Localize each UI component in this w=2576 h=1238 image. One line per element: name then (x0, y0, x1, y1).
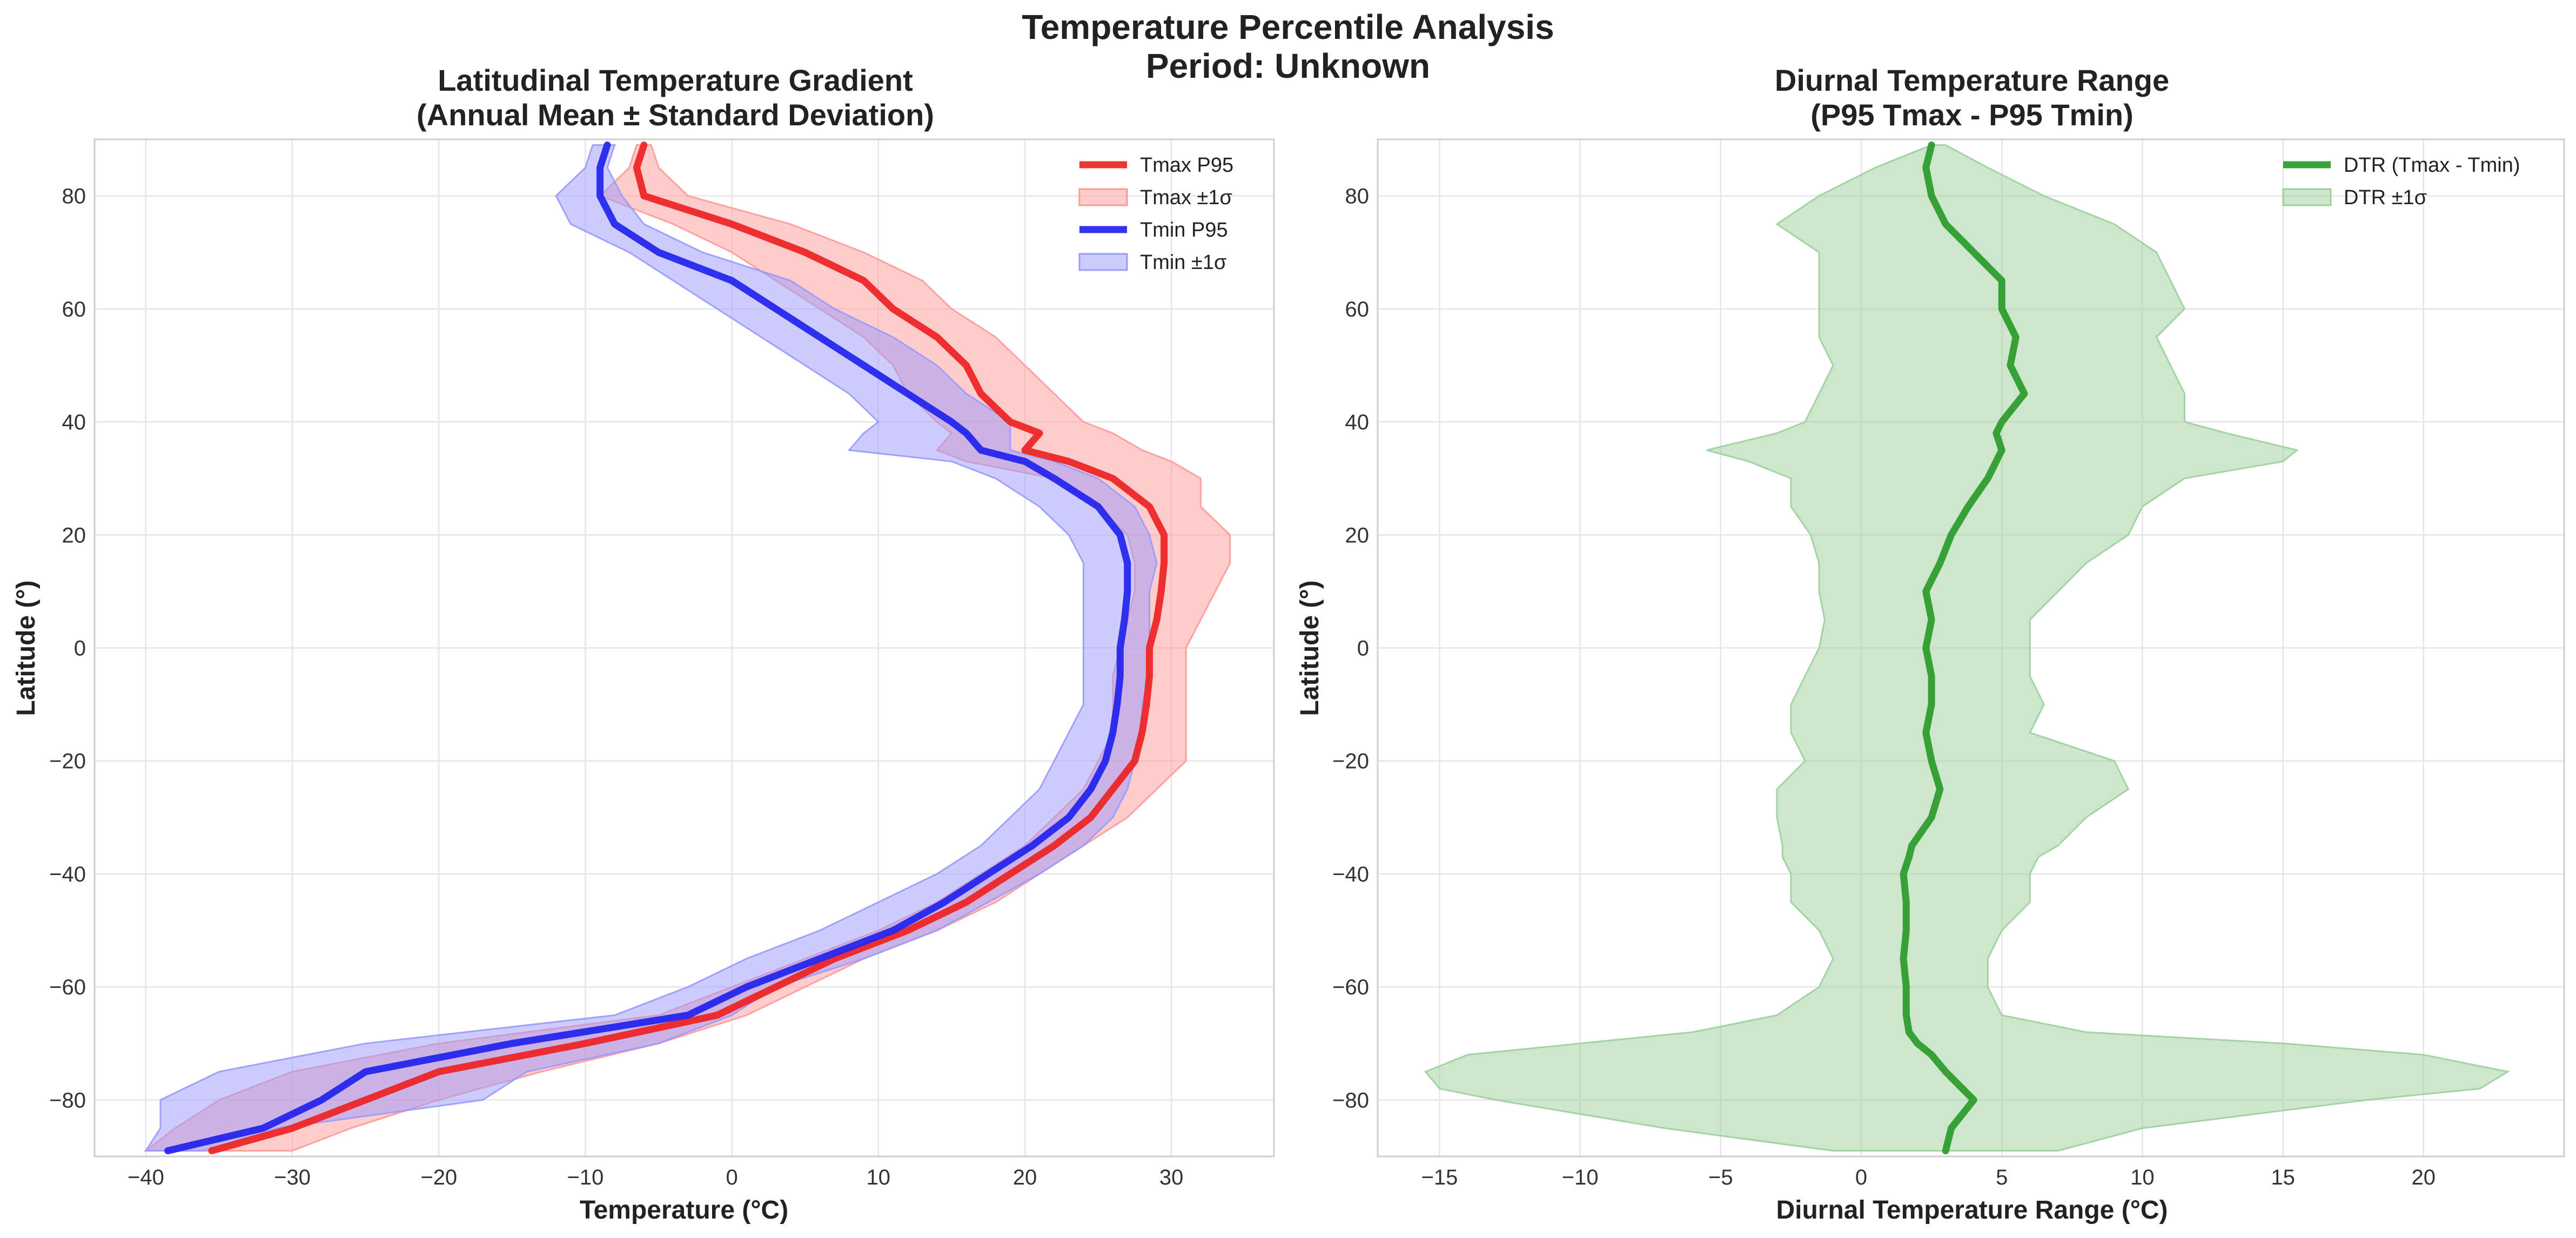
y-tick-label: −80 (49, 1088, 86, 1112)
x-tick-label: 0 (726, 1166, 738, 1189)
series-lines (1900, 142, 2028, 1154)
legend-swatch (2282, 188, 2332, 206)
y-tick-label: −20 (1332, 750, 1369, 773)
band-tmin_band (144, 144, 1158, 1152)
legend-swatch (1078, 188, 1128, 206)
x-tick-label: 15 (2271, 1166, 2295, 1189)
y-tick-label: −80 (1332, 1088, 1369, 1112)
bands (143, 144, 1231, 1152)
legend-swatch (1078, 253, 1128, 271)
y-tick-label: 80 (1345, 185, 1370, 208)
y-tick-label: −40 (49, 863, 86, 886)
y-tick-label: 0 (1357, 637, 1369, 661)
y-tick-label: −60 (49, 975, 86, 999)
panel-title-line1: Diurnal Temperature Range (1775, 63, 2169, 97)
x-tick-label: −10 (1562, 1166, 1599, 1189)
y-tick-labels: −80 −60 −40 −20 0 20 40 60 80 (49, 185, 86, 1113)
band-dtr_band (1424, 144, 2510, 1152)
y-tick-label: −20 (49, 750, 86, 773)
panel-title-line1: Latitudinal Temperature Gradient (438, 63, 913, 97)
y-tick-label: −60 (1332, 975, 1369, 999)
figure-title-line1: Temperature Percentile Analysis (1022, 8, 1554, 46)
panel-title-line2: (Annual Mean ± Standard Deviation) (417, 98, 934, 132)
panel-title-line2: (P95 Tmax - P95 Tmin) (1810, 98, 2134, 132)
legend-entry: Tmin ±1σ (1140, 251, 1226, 274)
x-tick-label: −15 (1421, 1166, 1458, 1189)
panel-diurnal-range: Diurnal Temperature Range (P95 Tmax - P9… (1296, 63, 2565, 1224)
y-tick-label: 40 (1345, 411, 1370, 434)
x-tick-label: −10 (567, 1166, 604, 1189)
x-axis-label: Temperature (°C) (580, 1196, 788, 1224)
x-axis-label: Diurnal Temperature Range (°C) (1776, 1196, 2168, 1224)
x-tick-label: 30 (1159, 1166, 1184, 1189)
y-tick-labels: −80 −60 −40 −20 0 20 40 60 80 (1332, 185, 1369, 1113)
x-tick-label: −5 (1708, 1166, 1733, 1189)
y-axis-label: Latitude (°) (12, 580, 41, 716)
series-lines (164, 142, 1168, 1154)
x-tick-labels: −40 −30 −20 −10 0 10 20 30 (128, 1166, 1183, 1189)
x-tick-label: 20 (1013, 1166, 1037, 1189)
x-tick-label: −20 (420, 1166, 457, 1189)
plot-frame (1377, 138, 2565, 1158)
bands (1424, 144, 2510, 1152)
x-tick-label: 5 (1996, 1166, 2008, 1189)
y-tick-label: 40 (62, 411, 86, 434)
y-tick-label: 0 (74, 637, 86, 661)
y-tick-label: −40 (1332, 863, 1369, 886)
line-tmin (164, 142, 1131, 1154)
legend-entry: Tmax P95 (1140, 154, 1233, 177)
line-tmax (208, 142, 1168, 1154)
legend: Tmax P95 Tmax ±1σ Tmin P95 Tmin ±1σ (1078, 154, 1233, 274)
legend: DTR (Tmax - Tmin) DTR ±1σ (2282, 154, 2520, 209)
legend-entry: DTR (Tmax - Tmin) (2344, 154, 2520, 177)
x-tick-labels: −15 −10 −5 0 5 10 15 20 (1421, 1166, 2436, 1189)
y-tick-label: 20 (1345, 523, 1370, 547)
legend-entry: Tmax ±1σ (1140, 186, 1232, 209)
x-tick-label: 0 (1855, 1166, 1867, 1189)
y-axis-label: Latitude (°) (1296, 580, 1324, 716)
y-tick-label: 80 (62, 185, 86, 208)
panel-temperature-gradient: Latitudinal Temperature Gradient (Annual… (12, 63, 1275, 1224)
x-tick-label: −30 (274, 1166, 311, 1189)
y-tick-label: 60 (1345, 298, 1370, 321)
y-tick-label: 60 (62, 298, 86, 321)
x-tick-label: 10 (867, 1166, 891, 1189)
x-tick-label: −40 (128, 1166, 164, 1189)
figure-title-line2: Period: Unknown (1146, 46, 1430, 85)
legend-entry: Tmin P95 (1140, 219, 1228, 241)
x-tick-label: 10 (2130, 1166, 2155, 1189)
x-tick-label: 20 (2412, 1166, 2436, 1189)
plot-frame (93, 138, 1275, 1158)
line-dtr (1900, 142, 2028, 1154)
legend-entry: DTR ±1σ (2344, 186, 2427, 209)
y-tick-label: 20 (62, 523, 86, 547)
